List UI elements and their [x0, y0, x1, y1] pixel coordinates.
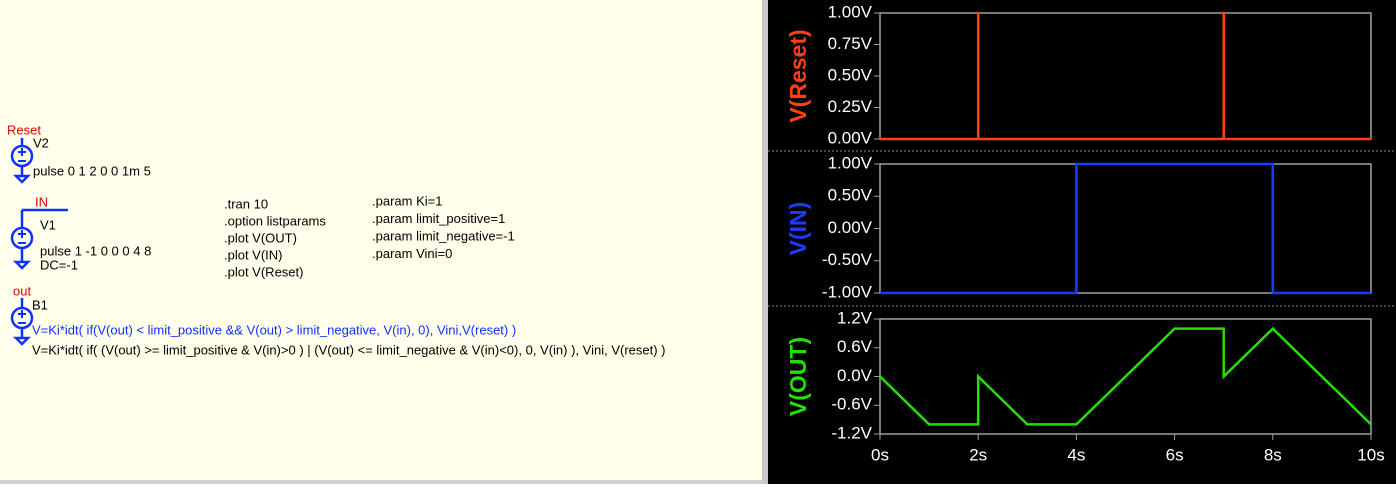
waveform — [880, 162, 1371, 295]
waveform — [880, 11, 1371, 141]
y-tick-label: 0.00V — [828, 128, 873, 147]
y-tick-label: -0.50V — [822, 250, 873, 269]
behavioral-source-b1[interactable] — [10, 298, 34, 346]
comment-expression: V=Ki*idt( if( (V(out) >= limit_positive … — [32, 342, 666, 357]
waveform-background — [768, 0, 1396, 484]
y-tick-label: 1.00V — [828, 2, 873, 21]
y-tick-label: 0.25V — [828, 97, 873, 116]
directive: .plot V(IN) — [224, 247, 283, 262]
param: .param Vini=0 — [372, 246, 452, 261]
spice-directives: .tran 10 .option listparams .plot V(OUT) .p… — [224, 196, 326, 279]
param: .param Ki=1 — [372, 193, 442, 208]
schematic-edge — [0, 480, 762, 484]
voltage-source-v2[interactable] — [10, 138, 34, 184]
y-tick-label: 0.6V — [837, 337, 873, 356]
directive: .option listparams — [224, 213, 326, 228]
y-axis-label: V(OUT) — [785, 337, 811, 416]
y-tick-label: 1.2V — [837, 308, 873, 327]
x-tick-label: 4s — [1067, 445, 1085, 464]
splitter[interactable] — [762, 0, 768, 484]
x-tick-label: 10s — [1357, 445, 1384, 464]
component-expression: V=Ki*idt( if(V(out) < limit_positive && … — [32, 322, 516, 337]
y-tick-label: -1.2V — [831, 423, 872, 442]
directive: .plot V(Reset) — [224, 264, 303, 279]
y-tick-label: -0.6V — [831, 395, 872, 414]
voltage-source-v1[interactable] — [10, 208, 68, 270]
directive: .tran 10 — [224, 196, 268, 211]
component-name: B1 — [32, 297, 48, 312]
component-name: V1 — [40, 217, 56, 232]
y-tick-label: -1.00V — [822, 282, 873, 301]
net-label: IN — [35, 194, 48, 209]
component-value: pulse 1 -1 0 0 0 4 8 — [40, 243, 151, 258]
component-value: pulse 0 1 2 0 0 1m 5 — [33, 163, 151, 178]
schematic-background — [0, 0, 762, 480]
y-tick-label: 0.50V — [828, 186, 873, 205]
waveform — [879, 326, 1372, 426]
x-tick-label: 6s — [1166, 445, 1184, 464]
directive: .plot V(OUT) — [224, 230, 297, 245]
param: .param limit_negative=-1 — [372, 228, 515, 243]
net-label: out — [13, 283, 31, 298]
y-axis-label: V(IN) — [785, 202, 811, 256]
y-tick-label: 0.0V — [837, 366, 873, 385]
net-label: Reset — [7, 122, 41, 137]
y-tick-label: 0.50V — [828, 65, 873, 84]
component-name: V2 — [33, 135, 49, 150]
y-tick-label: 0.00V — [828, 218, 873, 237]
x-tick-label: 8s — [1264, 445, 1282, 464]
component-dc: DC=-1 — [40, 257, 78, 272]
spice-params: .param Ki=1 .param limit_positive=1 .param… — [372, 193, 515, 261]
y-tick-label: 1.00V — [828, 153, 873, 172]
param: .param limit_positive=1 — [372, 211, 505, 226]
y-axis-label: V(Reset) — [785, 29, 811, 122]
y-tick-label: 0.75V — [828, 34, 873, 53]
x-tick-label: 0s — [871, 445, 889, 464]
x-tick-label: 2s — [969, 445, 987, 464]
